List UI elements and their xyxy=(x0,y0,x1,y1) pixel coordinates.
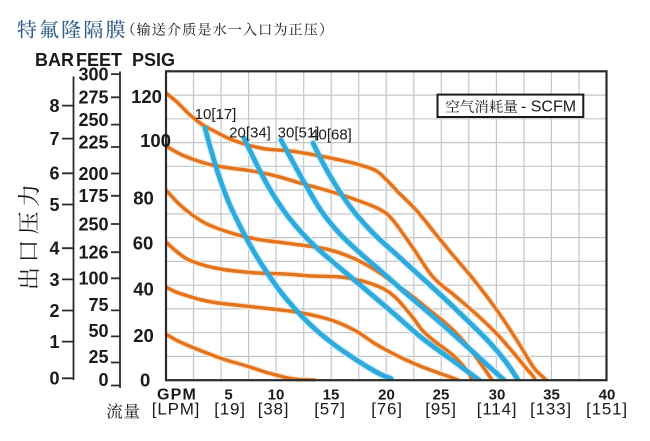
svg-text:20: 20 xyxy=(133,325,154,346)
svg-text:40: 40 xyxy=(599,386,616,403)
svg-text:[57]: [57] xyxy=(314,399,346,418)
svg-text:2: 2 xyxy=(49,301,59,321)
svg-text:25: 25 xyxy=(433,386,450,403)
svg-text:[133]: [133] xyxy=(530,399,572,418)
svg-text:40[68]: 40[68] xyxy=(310,127,352,144)
svg-text:[LPM]: [LPM] xyxy=(152,399,200,418)
svg-text:[38]: [38] xyxy=(258,399,290,418)
svg-text:5: 5 xyxy=(224,386,232,403)
svg-text:50: 50 xyxy=(88,321,108,341)
svg-text:80: 80 xyxy=(133,188,154,209)
svg-text:25: 25 xyxy=(88,347,108,367)
svg-text:[19]: [19] xyxy=(214,399,246,418)
svg-text:225: 225 xyxy=(78,132,108,152)
svg-text:200: 200 xyxy=(78,164,108,184)
svg-text:[76]: [76] xyxy=(371,399,403,418)
svg-text:[95]: [95] xyxy=(425,399,457,418)
svg-text:8: 8 xyxy=(49,96,59,116)
svg-text:15: 15 xyxy=(323,386,340,403)
svg-text:GPM: GPM xyxy=(157,386,197,403)
svg-text:30: 30 xyxy=(489,386,506,403)
svg-text:100: 100 xyxy=(78,269,108,289)
svg-text:10: 10 xyxy=(268,386,285,403)
svg-text:35: 35 xyxy=(543,386,560,403)
svg-text:30[51]: 30[51] xyxy=(278,124,320,141)
svg-text:[151]: [151] xyxy=(586,399,628,418)
svg-text:4: 4 xyxy=(49,239,59,259)
svg-text:60: 60 xyxy=(133,233,154,254)
svg-text:5: 5 xyxy=(49,195,59,215)
svg-text:20: 20 xyxy=(378,386,395,403)
svg-text:3: 3 xyxy=(49,270,59,290)
svg-text:1: 1 xyxy=(49,332,59,352)
svg-text:100: 100 xyxy=(140,130,171,151)
svg-text:- SCFM: - SCFM xyxy=(521,99,576,116)
svg-text:126: 126 xyxy=(78,243,108,263)
svg-text:10[17]: 10[17] xyxy=(195,106,237,123)
svg-text:PSIG: PSIG xyxy=(132,50,175,70)
svg-text:FEET: FEET xyxy=(76,50,122,70)
svg-text:75: 75 xyxy=(88,295,108,315)
svg-text:0: 0 xyxy=(49,369,59,389)
svg-text:0: 0 xyxy=(98,370,108,390)
svg-text:BAR: BAR xyxy=(35,50,74,70)
svg-text:20[34]: 20[34] xyxy=(229,124,271,141)
svg-text:250: 250 xyxy=(78,110,108,130)
svg-text:7: 7 xyxy=(49,129,59,149)
svg-text:300: 300 xyxy=(78,65,108,85)
svg-text:120: 120 xyxy=(131,86,162,107)
svg-text:250: 250 xyxy=(78,214,108,234)
svg-text:[114]: [114] xyxy=(477,399,518,418)
svg-text:6: 6 xyxy=(49,164,59,184)
svg-text:175: 175 xyxy=(78,186,108,206)
svg-text:275: 275 xyxy=(78,88,108,108)
svg-text:0: 0 xyxy=(140,370,150,391)
svg-text:40: 40 xyxy=(133,279,154,300)
